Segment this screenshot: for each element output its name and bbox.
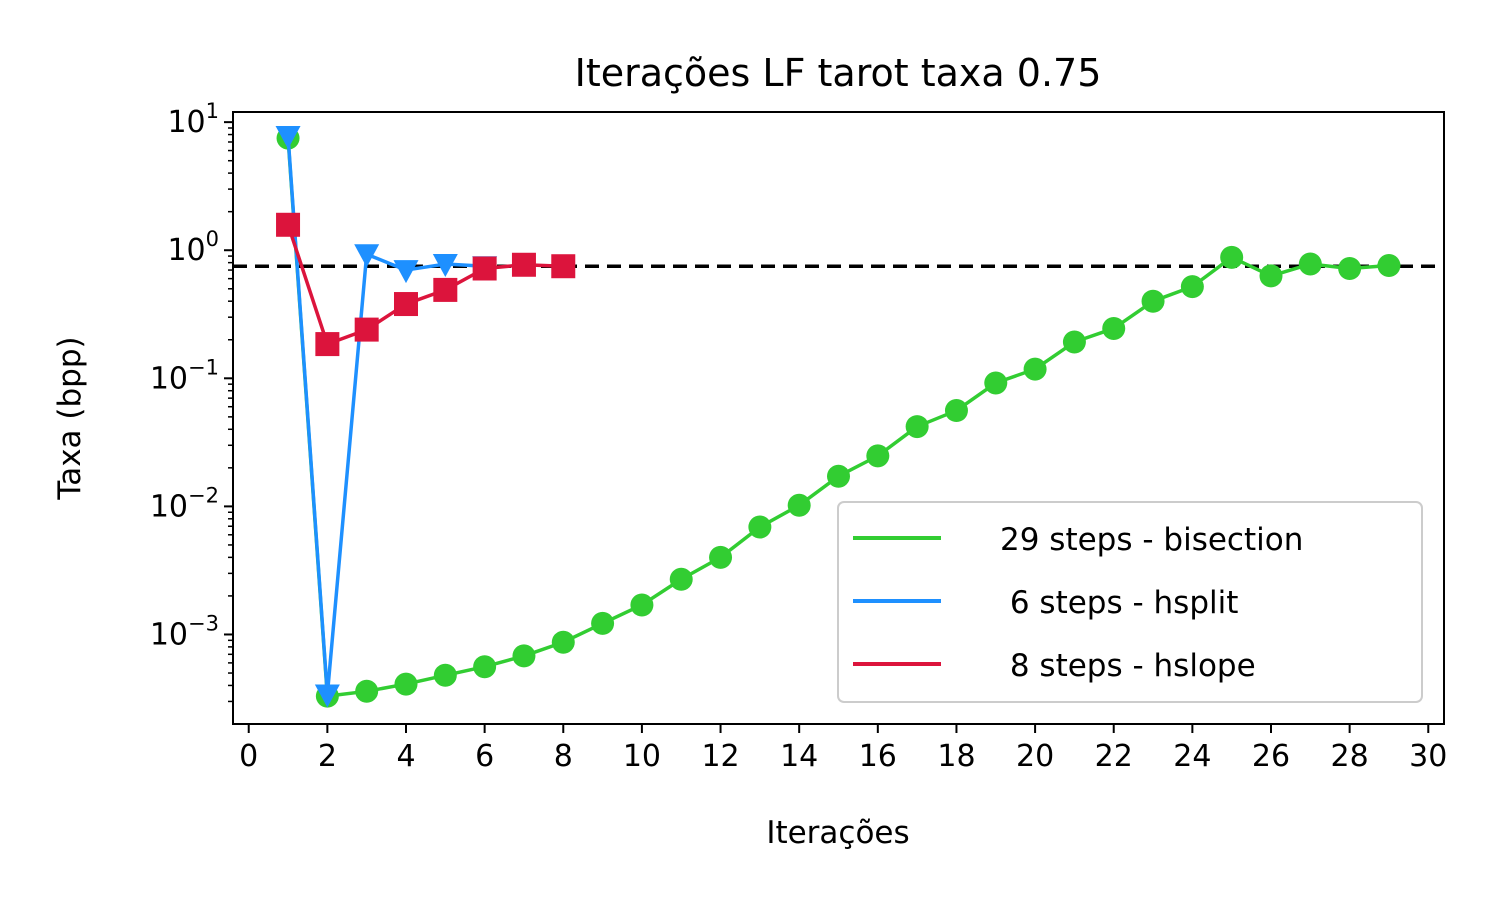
x-tick-label: 26 [1252,739,1290,774]
data-point-bisection [748,515,772,539]
legend-label-bisection: 29 steps - bisection [1000,522,1303,558]
data-point-bisection [984,371,1008,395]
x-tick-label: 28 [1331,739,1369,774]
series-hsplit [275,125,498,708]
data-point-bisection [355,679,379,703]
x-tick-label: 0 [239,739,258,774]
data-point-bisection [1377,253,1401,277]
series-layer [275,125,1401,708]
x-tick-label: 12 [701,739,739,774]
series-hslope [276,212,576,357]
data-point-bisection [905,415,929,439]
y-tick-label: 10−1 [150,355,219,396]
legend: 29 steps - bisection 6 steps - hsplit 8 … [837,501,1423,703]
y-tick-label: 101 [167,99,219,140]
x-axis-ticks: 0 2 4 6 8 10 12 14 16 18 20 22 24 26 28 30 [239,724,1447,774]
data-point-hslope [472,256,497,281]
data-point-bisection [1102,316,1126,340]
x-tick-label: 10 [623,739,661,774]
x-tick-label: 14 [780,739,818,774]
data-point-hsplit [354,244,380,268]
y-tick-label: 10−3 [150,611,219,652]
x-tick-label: 2 [318,739,337,774]
data-point-hslope [276,212,301,237]
data-point-hslope [315,332,340,357]
data-point-bisection [1141,289,1165,313]
data-point-bisection [944,399,968,423]
data-point-bisection [1062,330,1086,354]
data-point-bisection [1259,264,1283,288]
data-point-hslope [354,317,379,342]
y-axis-label: Taxa (bpp) [52,336,88,500]
data-point-bisection [512,644,536,668]
x-tick-label: 8 [554,739,573,774]
x-tick-label: 16 [859,739,897,774]
data-point-hslope [433,277,458,302]
data-point-bisection [630,593,654,617]
data-point-bisection [394,672,418,696]
data-point-bisection [1023,357,1047,381]
data-point-bisection [1220,245,1244,269]
plot-area [232,111,1445,725]
data-point-bisection [709,545,733,569]
x-tick-label: 22 [1095,739,1133,774]
data-point-hsplit [314,684,340,708]
data-point-bisection [669,567,693,591]
data-point-hslope [394,292,418,317]
data-point-bisection [1298,252,1322,276]
data-point-hslope [551,254,576,279]
x-tick-label: 18 [937,739,975,774]
data-point-bisection [1180,275,1204,299]
data-point-bisection [1338,256,1362,280]
x-axis-label: Iterações [766,815,909,851]
plot-frame [232,111,1445,725]
data-point-hsplit [432,254,458,278]
x-tick-label: 20 [1016,739,1054,774]
data-point-bisection [551,630,575,654]
data-point-hslope [511,252,536,277]
data-point-bisection [866,444,890,468]
chart-title: Iterações LF tarot taxa 0.75 [575,51,1102,95]
series-line-hslope [286,224,564,346]
legend-label-hsplit: 6 steps - hsplit [1000,585,1238,621]
data-point-bisection [473,655,497,679]
series-line-hsplit [286,135,485,697]
legend-label-hslope: 8 steps - hslope [1000,648,1256,684]
y-axis-ticks: 10−3 10−2 10−1 100 101 [150,99,233,703]
data-point-bisection [787,493,811,517]
x-tick-label: 6 [475,739,494,774]
x-tick-label: 24 [1173,739,1211,774]
data-point-bisection [827,464,850,488]
data-point-hsplit [275,125,301,149]
y-tick-label: 100 [167,227,219,268]
legend-frame [837,501,1423,703]
data-point-bisection [591,611,615,635]
data-point-bisection [433,663,457,687]
x-tick-label: 30 [1409,739,1447,774]
data-point-hsplit [393,260,419,284]
y-tick-label: 10−2 [150,483,219,524]
x-tick-label: 4 [396,739,415,774]
